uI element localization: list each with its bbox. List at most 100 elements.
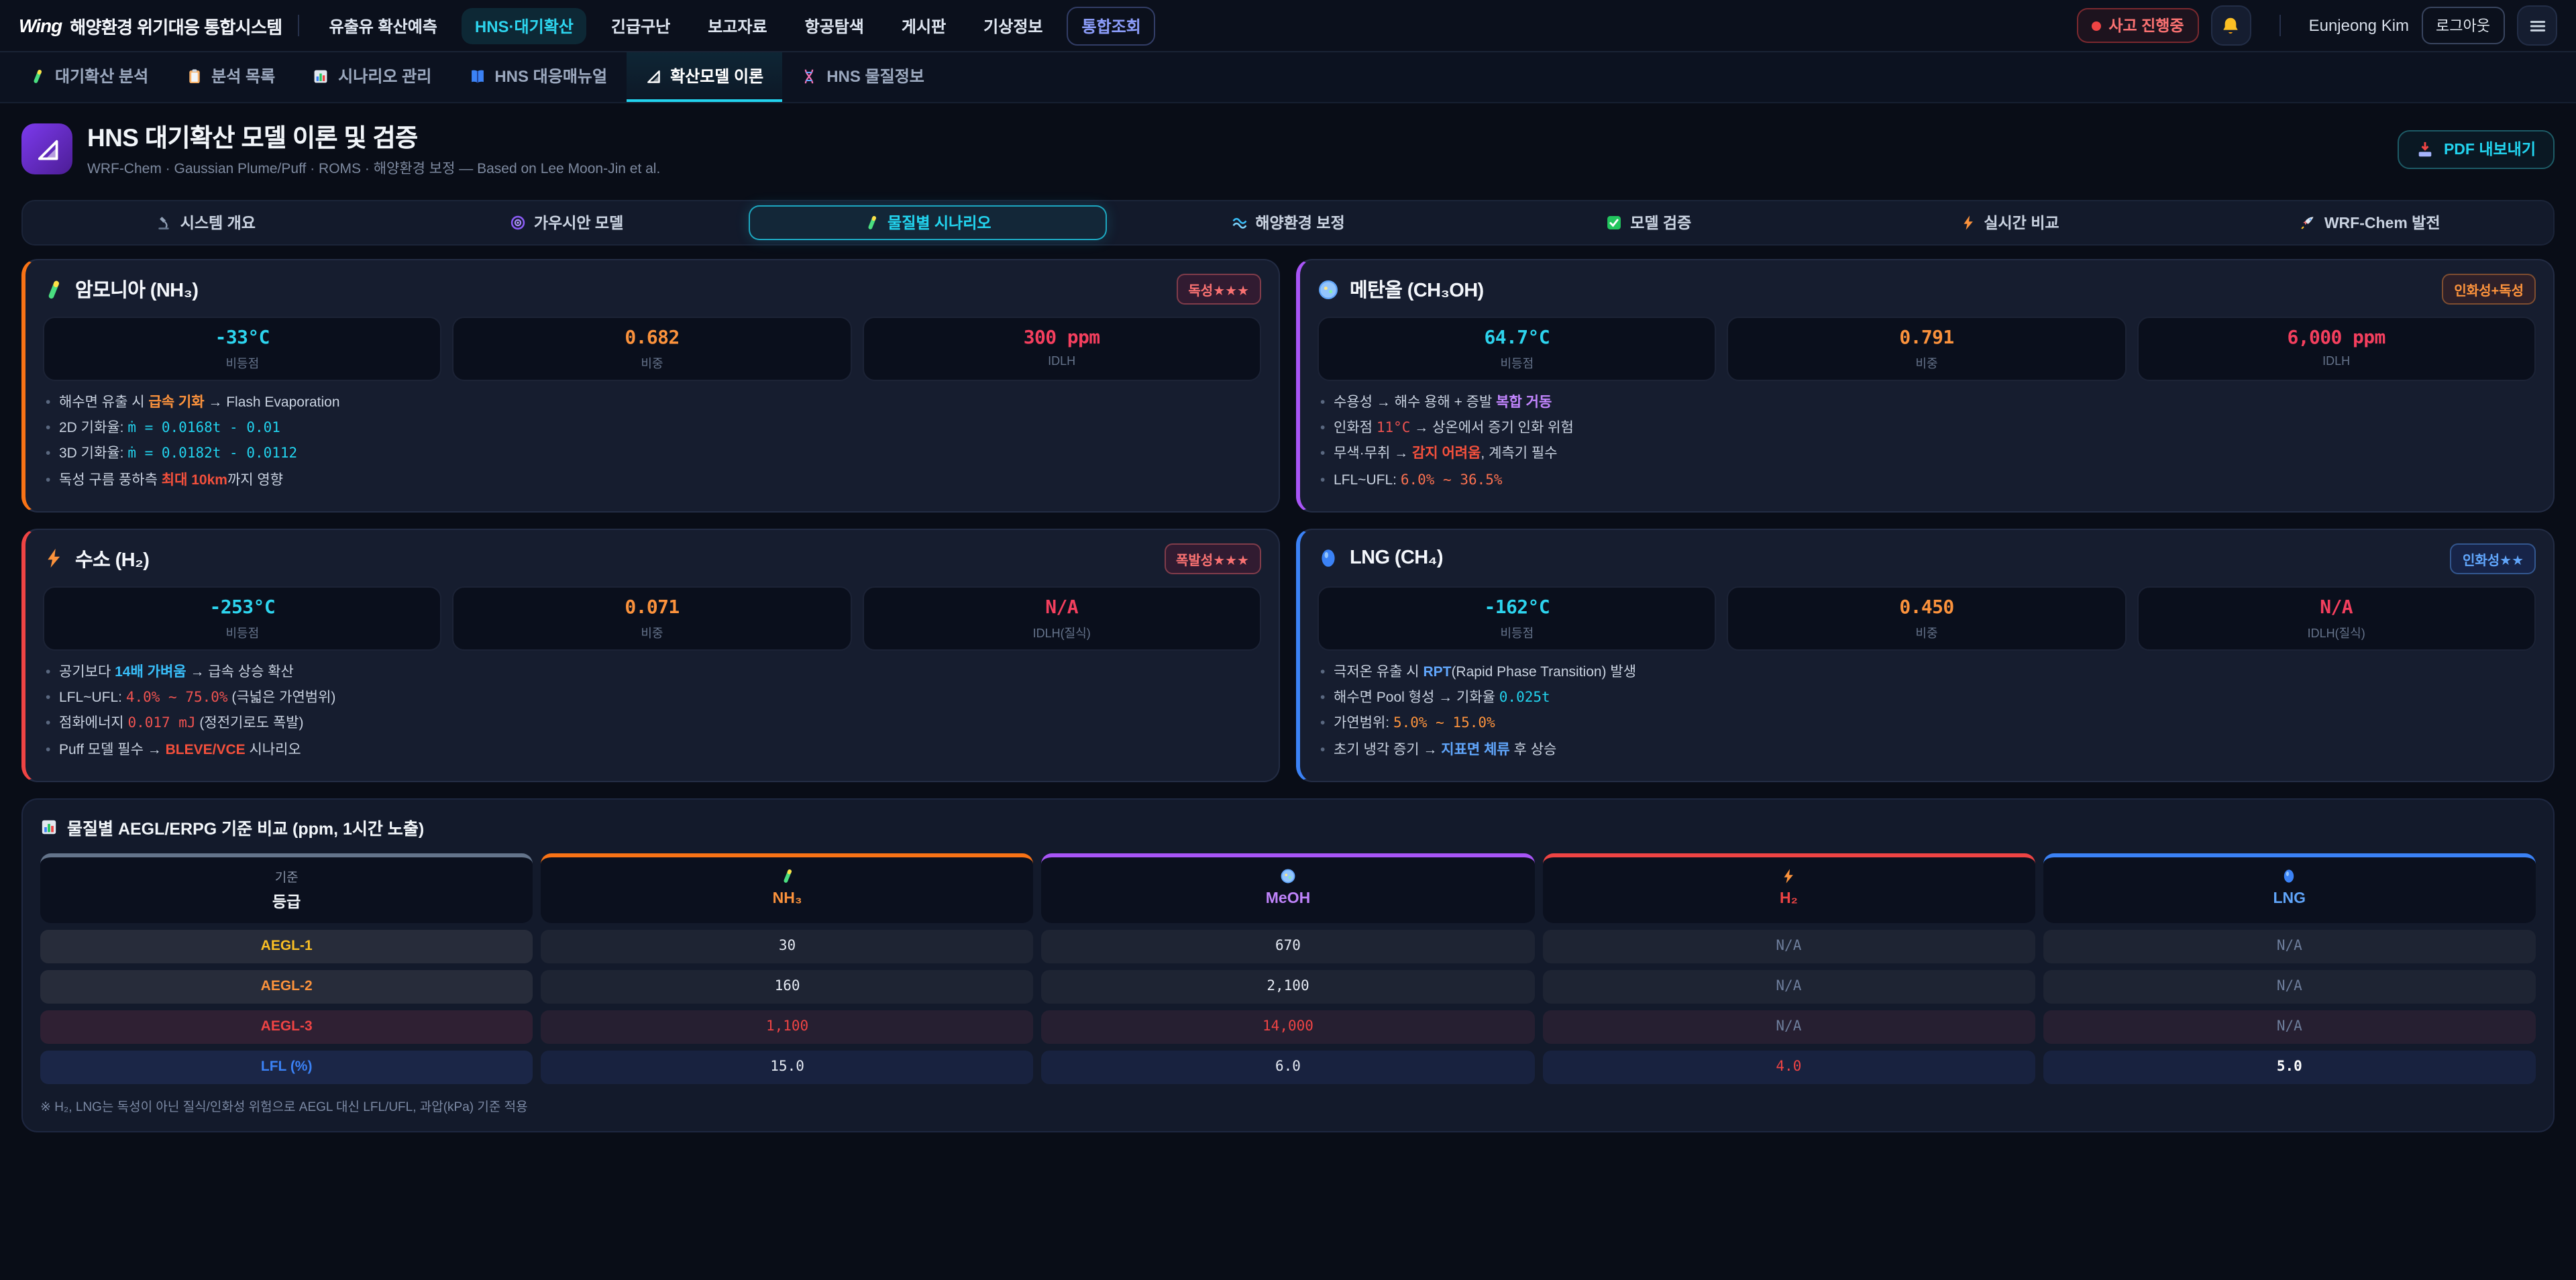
subnav-item-5[interactable]: HNS 물질정보: [782, 52, 943, 102]
card-title: 암모니아 (NH₃): [75, 280, 199, 302]
bullet-segment: → Flash Evaporation: [204, 394, 340, 411]
stat-label: 비등점: [1500, 626, 1534, 640]
divider: [298, 15, 300, 36]
status-label: 사고 진행중: [2108, 19, 2184, 35]
subnav-item-0[interactable]: 대기확산 분석: [11, 52, 167, 102]
stat-label: IDLH(질식): [1032, 626, 1091, 640]
logout-button[interactable]: 로그아웃: [2421, 7, 2505, 44]
table-cell-r3-c1: 6.0: [1041, 1050, 1535, 1084]
bullet-item: 독성 구름 풍하측 최대 10km까지 영향: [43, 470, 1261, 491]
tab-label: 해양환경 보정: [1255, 216, 1345, 232]
page-title: HNS 대기확산 모델 이론 및 검증: [87, 123, 418, 152]
bullet-item: 인화점 11°C → 상온에서 증기 인화 위험: [1318, 419, 2536, 439]
stat-box: 300 ppm IDLH: [862, 317, 1261, 381]
stat-label: IDLH: [1048, 354, 1076, 368]
table-column-header-3: H₂: [1542, 853, 2035, 923]
bullet-item: LFL~UFL: 4.0% ~ 75.0% (극넓은 가연범위): [43, 688, 1261, 709]
bullet-segment: 수용성 → 해수 용해 + 증발: [1334, 394, 1497, 411]
bullet-item: LFL~UFL: 6.0% ~ 36.5%: [1318, 470, 2536, 491]
stat-box: -33°C 비등점: [43, 317, 442, 381]
subnav-item-1[interactable]: 분석 목록: [167, 52, 294, 102]
tab-3[interactable]: 해양환경 보정: [1109, 205, 1467, 240]
table-cell-r0-c2: N/A: [1542, 929, 2035, 963]
pdf-export-button[interactable]: PDF 내보내기: [2398, 129, 2555, 168]
nav-item-3[interactable]: 보고자료: [708, 17, 767, 36]
stat-box: 0.682 비중: [452, 317, 852, 381]
nav-item-7[interactable]: 통합조회: [1067, 6, 1156, 45]
subnav-item-label: 시나리오 관리: [338, 67, 432, 86]
bullet-segment: 점화에너지: [59, 715, 128, 732]
bullet-segment: LFL~UFL:: [59, 690, 126, 706]
subnav-item-label: 대기확산 분석: [55, 67, 149, 86]
tab-label: WRF-Chem 발전: [2324, 216, 2440, 232]
table-column-header-2: MeOH: [1041, 853, 1535, 923]
card-title: 수소 (H₂): [75, 549, 150, 572]
status-dot-icon: [2091, 21, 2101, 30]
bolt-icon: [1960, 215, 1976, 231]
card-bullets: 수용성 → 해수 용해 + 증발 복합 거동인화점 11°C → 상온에서 증기…: [1318, 393, 2536, 491]
nav-item-0[interactable]: 유출유 확산예측: [329, 17, 437, 36]
subnav-item-label: HNS 물질정보: [826, 67, 924, 86]
droplet-icon: [1318, 548, 1339, 570]
subnav-item-label: 분석 목록: [211, 67, 276, 86]
tab-0[interactable]: 시스템 개요: [27, 205, 385, 240]
clipboard-icon: [186, 68, 202, 84]
column-header-caption: 기준: [274, 870, 299, 886]
tab-2[interactable]: 물질별 시나리오: [748, 205, 1107, 240]
test-tube-icon: [780, 868, 796, 884]
topbar: Wing 해양환경 위기대응 통합시스템 유출유 확산예측 HNS·대기확산 긴급구…: [0, 0, 2576, 52]
page-icon: [21, 123, 72, 174]
incident-status-badge[interactable]: 사고 진행중: [2076, 8, 2199, 43]
nav-item-4[interactable]: 항공탐색: [804, 17, 864, 36]
bar-chart-icon: [313, 68, 329, 84]
sub-nav: 대기확산 분석 분석 목록 시나리오 관리 HNS 대응매뉴얼 확산모델 이론 HNS 물…: [0, 52, 2576, 103]
nav-item-2[interactable]: 긴급구난: [610, 17, 671, 36]
bullet-segment: RPT: [1423, 663, 1452, 680]
tab-1[interactable]: 가우시안 모델: [388, 205, 746, 240]
brand[interactable]: Wing 해양환경 위기대응 통합시스템: [19, 13, 282, 38]
stat-box: N/A IDLH(질식): [862, 586, 1261, 651]
tab-label: 시스템 개요: [180, 216, 256, 232]
bell-icon: [2221, 15, 2241, 36]
hazard-badge: 인화성+독성: [2442, 274, 2536, 305]
test-tube-icon: [43, 278, 64, 300]
bullet-segment: LFL~UFL:: [1334, 472, 1401, 488]
bar-chart-icon: [40, 818, 58, 836]
column-header-label: MeOH: [1265, 890, 1311, 907]
petri-icon: [1280, 868, 1296, 884]
table-cell-r3-c0: 15.0: [541, 1050, 1034, 1084]
bullet-segment: (정전기로도 폭발): [195, 715, 304, 732]
column-header-label: 등급: [272, 894, 301, 911]
bullet-segment: 0.017 mJ: [127, 715, 196, 732]
tab-5[interactable]: 실시간 비교: [1831, 205, 2189, 240]
comparison-table-card: 물질별 AEGL/ERPG 기준 비교 (ppm, 1시간 노출) 기준 등급 NH…: [21, 798, 2555, 1132]
bullet-item: 공기보다 14배 가벼움 → 급속 상승 확산: [43, 663, 1261, 684]
subnav-item-2[interactable]: 시나리오 관리: [294, 52, 450, 102]
bullet-segment: 극저온 유출 시: [1334, 663, 1424, 680]
subnav-item-3[interactable]: HNS 대응매뉴얼: [450, 52, 626, 102]
tab-6[interactable]: WRF-Chem 발전: [2191, 205, 2549, 240]
bullet-item: 해수면 Pool 형성 → 기화율 0.025t: [1318, 688, 2536, 709]
table-cell-r2-c3: N/A: [2043, 1010, 2536, 1044]
subnav-item-4[interactable]: 확산모델 이론: [626, 52, 783, 102]
notifications-button[interactable]: [2210, 5, 2251, 46]
nav-item-5[interactable]: 게시판: [901, 17, 947, 36]
bullet-segment: 시나리오: [245, 741, 301, 758]
stat-value: 64.7°C: [1484, 327, 1550, 349]
tab-4[interactable]: 모델 검증: [1470, 205, 1828, 240]
droplet-icon: [2282, 868, 2298, 884]
menu-button[interactable]: [2517, 5, 2557, 46]
table-title-row: 물질별 AEGL/ERPG 기준 비교 (ppm, 1시간 노출): [40, 814, 2536, 840]
stat-value: -253°C: [209, 596, 276, 619]
table-cell-r0-c0: 30: [541, 929, 1034, 963]
nav-item-1[interactable]: HNS·대기확산: [461, 7, 587, 44]
table-cell-r0-c3: N/A: [2043, 929, 2536, 963]
nav-item-6[interactable]: 기상정보: [983, 17, 1043, 36]
table-cell-r3-c2: 4.0: [1542, 1050, 2035, 1084]
bullet-segment: Puff 모델 필수 →: [59, 741, 166, 758]
set-square-icon: [645, 68, 661, 84]
bullet-item: 수용성 → 해수 용해 + 증발 복합 거동: [1318, 393, 2536, 414]
stat-box: 64.7°C 비등점: [1318, 317, 1717, 381]
table-cell-r3-c3: 5.0: [2043, 1050, 2536, 1084]
